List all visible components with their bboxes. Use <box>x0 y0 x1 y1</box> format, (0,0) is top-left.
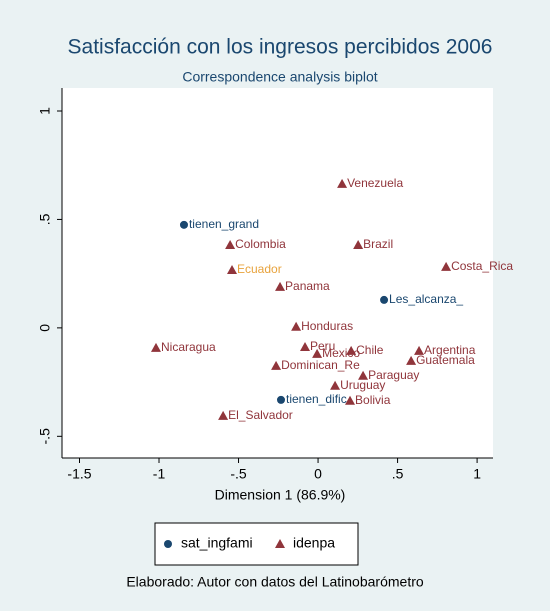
point-label: Costa_Rica <box>451 259 513 273</box>
point-label: El_Salvador <box>228 408 293 422</box>
point <box>345 395 356 405</box>
y-tick-label: .5 <box>37 213 53 225</box>
point <box>337 178 348 188</box>
point <box>218 410 229 420</box>
point-label: Paraguay <box>368 368 419 382</box>
point <box>380 295 389 304</box>
point <box>441 261 452 271</box>
point <box>271 360 282 370</box>
point <box>150 342 161 352</box>
point <box>275 281 286 291</box>
point <box>406 355 417 365</box>
point-label: Dominican_Re <box>281 358 360 372</box>
chart-subtitle: Correspondence analysis biplot <box>182 69 377 85</box>
chart-title: Satisfacción con los ingresos percibidos… <box>68 36 493 59</box>
legend-label: sat_ingfami <box>181 535 253 551</box>
point <box>276 395 285 404</box>
y-tick-label: 0 <box>37 324 53 332</box>
point <box>225 240 236 250</box>
point <box>346 345 357 355</box>
legend-marker <box>164 540 172 548</box>
point-label: Nicaragua <box>161 340 216 354</box>
legend-marker <box>275 539 285 548</box>
note: Elaborado: Autor con datos del Latinobar… <box>126 574 424 590</box>
x-tick-label: 0 <box>314 466 322 482</box>
point <box>414 345 425 355</box>
point-label: Brazil <box>363 237 393 251</box>
point <box>227 264 238 274</box>
y-tick-label: 1 <box>37 107 53 115</box>
point-label: Uruguay <box>340 378 385 392</box>
point <box>353 240 364 250</box>
point-label: tienen_grand <box>189 217 259 231</box>
point-label: Bolivia <box>355 393 391 407</box>
point <box>179 220 188 229</box>
point-label: Peru <box>310 339 335 353</box>
point-label: Chile <box>356 343 384 357</box>
y-tick-label: -.5 <box>37 428 53 445</box>
x-tick-label: .5 <box>392 466 404 482</box>
legend-box <box>154 522 359 566</box>
point-label: Ecuador <box>237 262 282 276</box>
plot-area <box>62 88 493 458</box>
point <box>312 348 323 358</box>
point <box>300 341 311 351</box>
point-label: Panama <box>285 279 330 293</box>
point-label: Argentina <box>424 343 476 357</box>
point-label: tienen_dific <box>286 392 347 406</box>
point-label: Colombia <box>235 237 286 251</box>
x-tick-label: -1.5 <box>67 466 91 482</box>
point-label: Honduras <box>301 319 353 333</box>
point <box>358 370 369 380</box>
point-label: Venezuela <box>347 176 403 190</box>
legend-label: idenpa <box>293 535 335 551</box>
point <box>291 321 302 331</box>
point-label: Guatemala <box>416 353 475 367</box>
x-tick-label: -.5 <box>230 466 247 482</box>
x-axis-label: Dimension 1 (86.9%) <box>215 487 346 503</box>
point <box>330 380 341 390</box>
x-tick-label: 1 <box>473 466 481 482</box>
point-label: Les_alcanza_ <box>389 292 463 306</box>
x-tick-label: -1 <box>153 466 166 482</box>
